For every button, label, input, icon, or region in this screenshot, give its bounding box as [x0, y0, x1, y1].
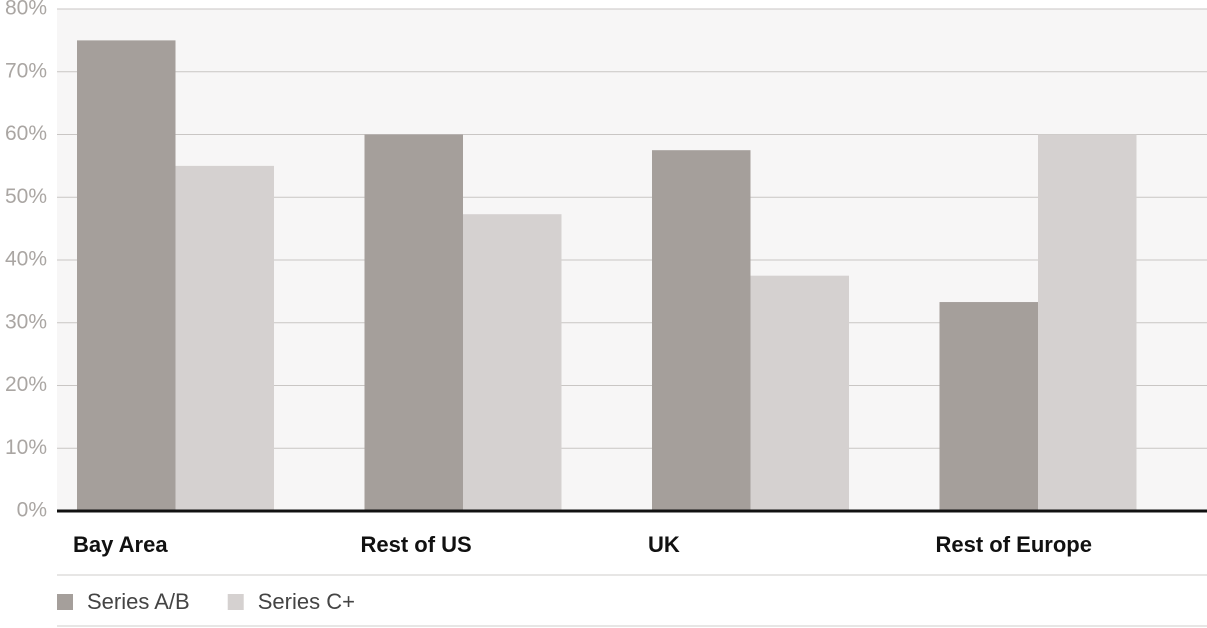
bar	[750, 275, 849, 511]
legend-swatch	[227, 594, 244, 610]
y-tick-label: 50%	[5, 185, 47, 208]
y-tick-label: 30%	[5, 310, 47, 333]
legend-swatch	[57, 594, 73, 610]
bar	[939, 302, 1038, 511]
x-tick-label: Rest of US	[361, 532, 472, 557]
bar	[364, 134, 463, 511]
y-tick-label: 40%	[5, 248, 47, 271]
y-tick-label: 60%	[5, 122, 47, 145]
x-tick-label: Bay Area	[73, 532, 168, 557]
y-tick-label: 20%	[5, 373, 47, 396]
bar	[175, 165, 274, 511]
x-tick-label: Rest of Europe	[936, 532, 1092, 557]
y-tick-label: 0%	[17, 499, 47, 522]
bar	[1038, 134, 1137, 511]
y-tick-label: 70%	[5, 59, 47, 82]
y-tick-label: 80%	[5, 0, 47, 20]
legend-label: Series C+	[258, 589, 355, 614]
x-tick-label: UK	[648, 532, 680, 557]
bar	[77, 40, 176, 511]
legend-label: Series A/B	[87, 589, 190, 614]
y-tick-label: 10%	[5, 436, 47, 459]
bar	[652, 150, 751, 511]
bar	[463, 214, 562, 511]
